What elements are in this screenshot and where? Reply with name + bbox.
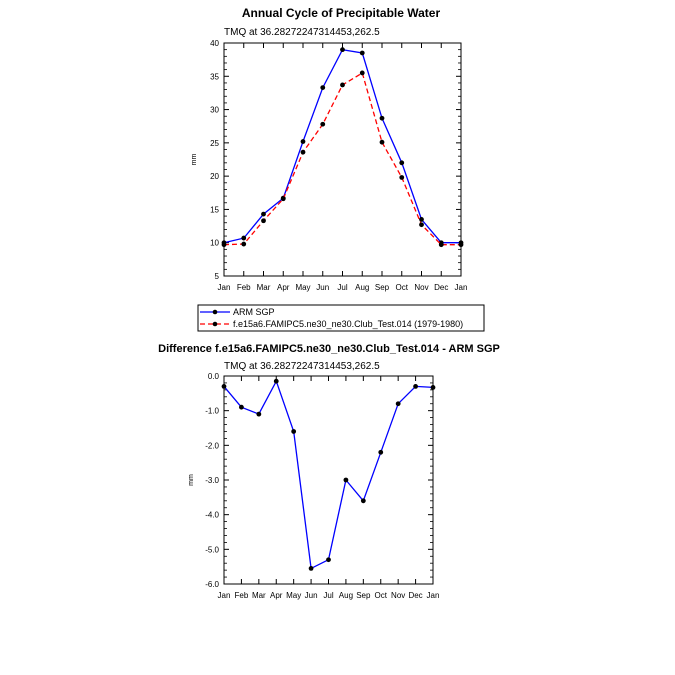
bottom-series-0-point	[378, 449, 384, 455]
bottom-series-0-point	[273, 378, 279, 384]
top-series-0-line	[223, 48, 461, 244]
bottom-y-tick-label: -1.0	[205, 407, 219, 416]
top-x-tick-label: Jul	[337, 283, 347, 292]
bottom-series-0-point	[343, 477, 349, 483]
bottom-x-tick-label: Nov	[391, 591, 405, 600]
top-chart-title: Annual Cycle of Precipitable Water	[242, 6, 441, 20]
bottom-series-0-point	[430, 385, 436, 390]
legend: ARM SGP f.e15a6.FAMIPC5.ne30_ne30.Club_T…	[197, 304, 485, 332]
top-y-tick-label: 25	[210, 139, 219, 148]
top-chart-marks: Jan Feb Mar Apr May Jun Jul Aug Sep Oct Nov Dec Jan 5…	[210, 39, 467, 292]
bottom-x-tick-label: Oct	[375, 591, 388, 600]
bottom-series-0-point	[413, 384, 418, 389]
legend-model-label: f.e15a6.FAMIPC5.ne30_ne30.Club_Test.014 …	[233, 319, 463, 329]
bottom-y-axis-label: mm	[188, 474, 195, 486]
top-series-0-point	[241, 235, 247, 241]
bottom-chart-title: Difference f.e15a6.FAMIPC5.ne30_ne30.Clu…	[158, 343, 500, 355]
top-y-tick-label: 5	[215, 272, 220, 281]
legend-arm-marker	[212, 309, 218, 315]
top-series-1-point	[300, 149, 306, 155]
top-x-tick-label: Aug	[355, 283, 369, 292]
top-plot-frame	[223, 42, 462, 277]
bottom-series-0-point	[221, 384, 227, 389]
top-series-0-point	[359, 50, 365, 56]
bottom-series-0-point	[326, 557, 331, 563]
top-series-1-point	[280, 196, 286, 202]
top-series-1-point	[221, 242, 227, 248]
legend-arm-label: ARM SGP	[233, 307, 275, 317]
top-series-1-point	[241, 241, 247, 247]
top-x-tick-label: Feb	[237, 283, 251, 292]
bottom-x-tick-label: Mar	[252, 591, 266, 600]
bottom-y-tick-label: -3.0	[205, 476, 219, 485]
top-series-1-point	[320, 121, 326, 127]
bottom-x-tick-label: Jan	[218, 591, 231, 600]
top-x-tick-label: Jan	[218, 283, 231, 292]
top-series-1-point	[458, 242, 464, 248]
bottom-series-0-point	[291, 429, 297, 434]
top-x-tick-label: Jun	[316, 283, 329, 292]
top-series-1-point	[359, 70, 365, 76]
bottom-y-tick-label: -6.0	[205, 580, 219, 589]
bottom-y-tick-label: -4.0	[205, 511, 219, 520]
top-series-0-point	[399, 160, 405, 166]
bottom-x-tick-label: Aug	[339, 591, 353, 600]
bottom-series-0-point	[256, 411, 262, 417]
top-y-tick-label: 30	[210, 106, 219, 115]
top-series-1-point	[419, 222, 424, 228]
top-y-tick-label: 20	[210, 172, 219, 181]
top-chart: Annual Cycle of Precipitable Water TMQ a…	[191, 6, 467, 292]
bottom-chart-subtitle: TMQ at 36.28272247314453,262.5	[224, 361, 380, 372]
top-series-1-point	[399, 175, 405, 180]
top-x-tick-label: Jan	[455, 283, 468, 292]
top-y-tick-label: 15	[210, 205, 219, 214]
top-series-0-point	[419, 217, 424, 222]
bottom-plot-frame	[223, 375, 434, 585]
top-series-1-point	[438, 242, 444, 248]
top-y-tick-label: 40	[210, 39, 219, 48]
top-series-0-point	[300, 139, 306, 144]
bottom-series-0-line	[223, 379, 434, 570]
top-y-axis-label: mm	[191, 154, 198, 166]
top-x-tick-label: Sep	[375, 283, 390, 292]
top-x-tick-label: May	[295, 283, 310, 292]
top-series-1-point	[340, 82, 345, 88]
bottom-x-tick-label: Dec	[408, 591, 422, 600]
top-series-0-point	[340, 47, 345, 53]
top-series-0-point	[379, 115, 385, 121]
top-chart-subtitle: TMQ at 36.28272247314453,262.5	[224, 27, 380, 38]
bottom-y-tick-label: -5.0	[205, 545, 219, 554]
bottom-x-tick-label: Feb	[235, 591, 249, 600]
top-x-tick-label: Mar	[257, 283, 271, 292]
bottom-chart-marks: Jan Feb Mar Apr May Jun Jul Aug Sep Oct Nov Dec Jan 0…	[205, 372, 439, 600]
top-x-tick-label: Oct	[396, 283, 409, 292]
bottom-series-0-point	[395, 401, 401, 407]
top-series-0-point	[261, 211, 266, 217]
top-series-1-point	[261, 218, 266, 224]
legend-model-marker	[212, 321, 218, 327]
top-series-1-point	[379, 139, 385, 145]
bottom-x-tick-label: Sep	[356, 591, 371, 600]
top-y-tick-label: 35	[210, 72, 219, 81]
bottom-x-tick-label: Jan	[427, 591, 440, 600]
bottom-y-tick-label: -2.0	[205, 441, 219, 450]
top-x-tick-label: Dec	[434, 283, 448, 292]
bottom-series-0-point	[360, 498, 366, 504]
top-y-tick-label: 10	[210, 239, 219, 248]
top-x-tick-label: Apr	[277, 283, 290, 292]
top-series-0-point	[320, 85, 326, 91]
bottom-y-tick-label: 0.0	[208, 372, 220, 381]
bottom-x-tick-label: Apr	[270, 591, 283, 600]
bottom-series-0-point	[308, 566, 314, 571]
bottom-x-tick-label: Jun	[305, 591, 318, 600]
legend-box	[197, 304, 485, 332]
bottom-x-tick-label: Jul	[323, 591, 333, 600]
top-x-tick-label: Nov	[414, 283, 428, 292]
bottom-x-tick-label: May	[286, 591, 301, 600]
bottom-series-0-point	[239, 404, 244, 410]
bottom-chart: Difference f.e15a6.FAMIPC5.ne30_ne30.Clu…	[158, 343, 500, 600]
